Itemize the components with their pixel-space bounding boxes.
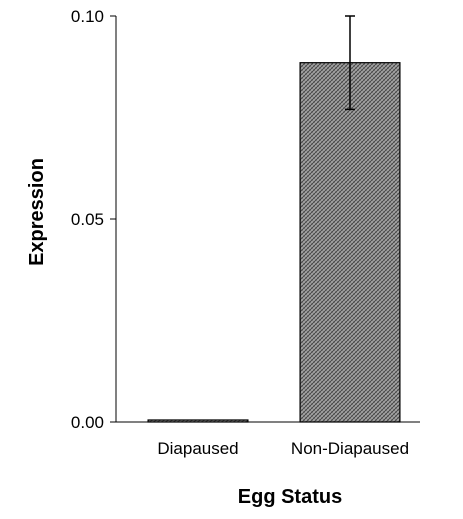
error-bars-group [345,15,355,111]
y-tick-label: 0.10 [71,7,104,26]
x-tick-labels-group: Diapaused Non-Diapaused [157,439,409,458]
bar-non-diapaused [299,62,401,423]
x-tick-label: Diapaused [157,439,238,458]
y-tick-label: 0.00 [71,413,104,432]
y-ticks-group: 0.00 0.05 0.10 [71,7,116,432]
error-bar [345,15,355,111]
bars-group [147,62,401,423]
y-axis-title: Expression [26,158,48,266]
x-axis-title: Egg Status [238,486,342,508]
x-tick-label: Non-Diapaused [291,439,409,458]
y-tick-label: 0.05 [71,210,104,229]
